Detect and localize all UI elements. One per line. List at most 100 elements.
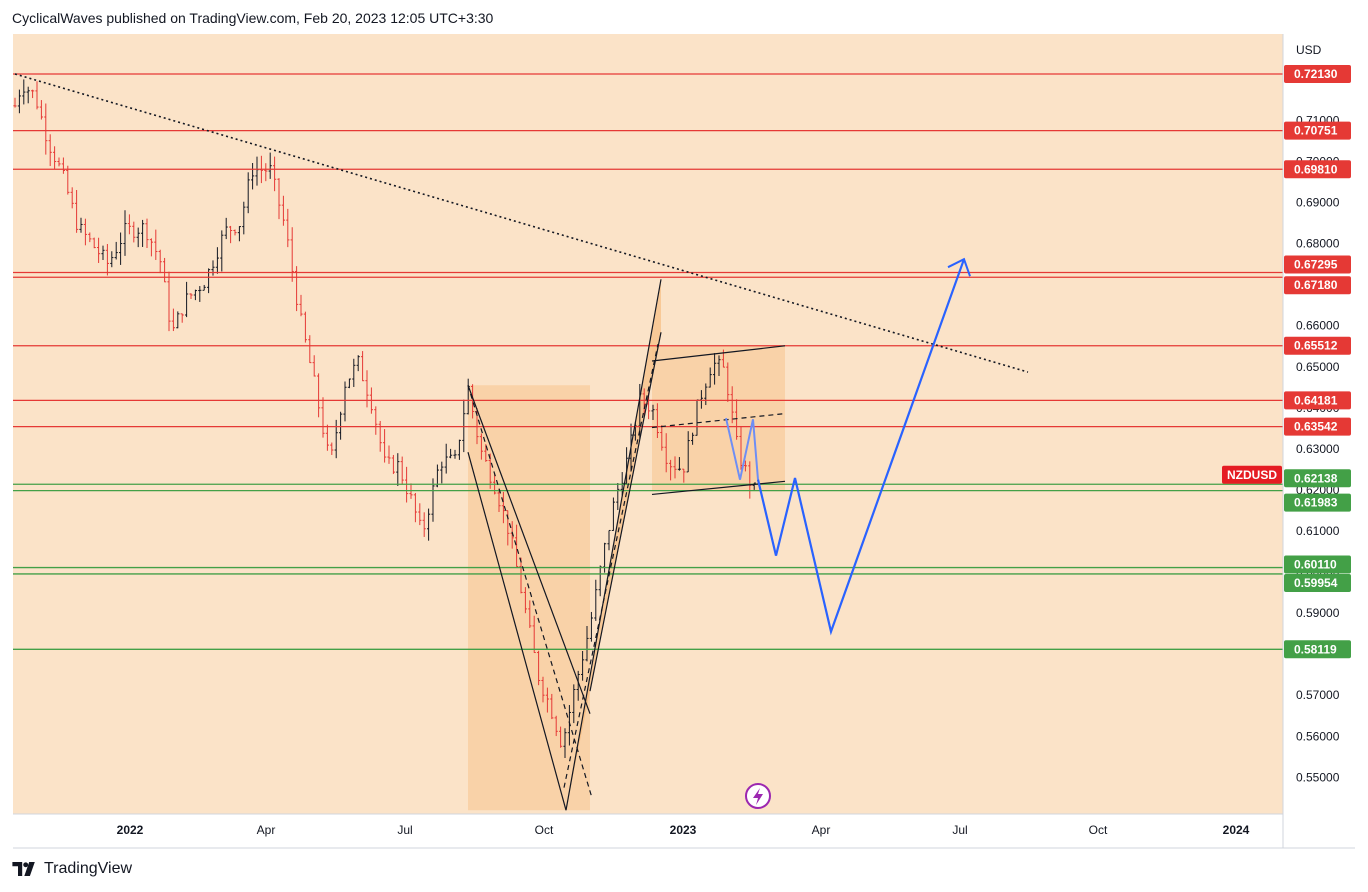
svg-text:0.60110: 0.60110 xyxy=(1294,558,1337,572)
lightning-icon[interactable] xyxy=(745,783,771,809)
candle xyxy=(660,425,664,451)
resistance-price-tag[interactable]: 0.69810 xyxy=(1284,160,1351,179)
resistance-price-tag[interactable]: 0.70751 xyxy=(1284,121,1351,140)
candle xyxy=(501,491,505,524)
publisher-line: CyclicalWaves published on TradingView.c… xyxy=(12,10,494,26)
candle xyxy=(453,449,457,459)
candle xyxy=(642,388,646,416)
symbol-tag[interactable]: NZDUSD xyxy=(1222,465,1282,484)
candle xyxy=(180,313,184,323)
candle xyxy=(154,229,158,260)
candle xyxy=(361,351,365,382)
candle xyxy=(75,190,79,233)
projection-small-zigzag[interactable] xyxy=(725,417,759,480)
candle xyxy=(79,217,83,233)
candle xyxy=(229,225,233,244)
candle xyxy=(123,210,127,256)
time-tick-label: Apr xyxy=(812,823,831,837)
candle xyxy=(83,218,87,246)
drawings xyxy=(14,73,1029,811)
candle xyxy=(48,134,52,167)
candle xyxy=(26,86,30,104)
svg-text:0.58119: 0.58119 xyxy=(1294,642,1337,656)
support-price-tag[interactable]: 0.62138 xyxy=(1284,469,1351,488)
projection-path[interactable] xyxy=(756,258,966,636)
resistance-price-tag[interactable]: 0.64181 xyxy=(1284,391,1351,410)
resistance-price-tag[interactable]: 0.65512 xyxy=(1284,336,1351,355)
candle xyxy=(53,146,57,170)
candle xyxy=(387,445,391,464)
candle xyxy=(303,311,307,343)
support-price-tag[interactable]: 0.59954 xyxy=(1284,573,1351,592)
impulse-channel-mid[interactable] xyxy=(563,344,659,788)
resistance-price-tag[interactable]: 0.63542 xyxy=(1284,417,1351,436)
projection-arrowhead xyxy=(947,257,971,277)
time-tick-label: Apr xyxy=(257,823,276,837)
candle xyxy=(532,615,536,654)
candle xyxy=(347,378,351,389)
candle xyxy=(735,399,739,440)
candle xyxy=(22,79,26,105)
candle xyxy=(145,218,149,249)
svg-text:NZDUSD: NZDUSD xyxy=(1227,468,1277,482)
candle xyxy=(651,404,655,420)
candle xyxy=(471,384,475,419)
candle xyxy=(418,503,422,526)
resistance-price-tag[interactable]: 0.72130 xyxy=(1284,65,1351,83)
time-ticks: 2022 Apr Jul Oct 2023 Apr Jul Oct 2024 xyxy=(117,823,1250,837)
candle xyxy=(246,172,250,214)
decline-channel-upper[interactable] xyxy=(467,385,591,714)
resistance-price-tag[interactable]: 0.67295 xyxy=(1284,255,1351,274)
candle xyxy=(308,335,312,364)
price-tick-label: 0.57000 xyxy=(1296,688,1340,702)
candle xyxy=(44,103,48,155)
candle xyxy=(237,226,241,242)
triangle-mid[interactable] xyxy=(651,412,786,429)
candle xyxy=(110,251,114,268)
support-price-tag[interactable]: 0.58119 xyxy=(1284,640,1351,659)
candle xyxy=(435,464,439,488)
candle xyxy=(264,163,268,182)
triangle-lower[interactable] xyxy=(651,480,786,496)
candle xyxy=(440,461,444,484)
candle xyxy=(176,311,180,329)
support-price-tag[interactable]: 0.60110 xyxy=(1284,555,1351,574)
impulse-channel-lower[interactable] xyxy=(565,279,662,811)
svg-text:0.67180: 0.67180 xyxy=(1294,278,1338,292)
candle xyxy=(374,406,378,435)
impulse-channel-upper-end[interactable] xyxy=(589,332,662,692)
candle xyxy=(365,370,369,408)
decline-channel-lower[interactable] xyxy=(467,452,567,811)
candle xyxy=(202,284,206,291)
candle xyxy=(563,728,567,759)
candle xyxy=(286,208,290,248)
candle xyxy=(686,431,690,473)
candle xyxy=(97,237,101,263)
candle xyxy=(185,281,189,318)
candle xyxy=(31,89,35,99)
candle xyxy=(457,439,461,460)
candle xyxy=(550,693,554,720)
candle xyxy=(233,229,237,236)
candle xyxy=(515,524,519,567)
price-tick-label: 0.61000 xyxy=(1296,524,1340,538)
candle xyxy=(215,247,219,274)
resistance-price-tag[interactable]: 0.67180 xyxy=(1284,276,1351,295)
support-price-tag[interactable]: 0.61983 xyxy=(1284,493,1351,512)
candle xyxy=(726,362,730,402)
candle xyxy=(92,237,96,249)
time-tick-label: 2024 xyxy=(1223,823,1250,837)
candle xyxy=(224,217,228,240)
triangle-upper[interactable] xyxy=(651,345,786,362)
candle xyxy=(594,579,598,621)
svg-text:0.61983: 0.61983 xyxy=(1294,496,1338,510)
candle xyxy=(273,156,277,192)
candle xyxy=(198,286,202,302)
downtrend-dotted-line[interactable] xyxy=(14,73,1029,373)
chart-plot-area xyxy=(13,34,1283,814)
candle xyxy=(444,443,448,474)
svg-text:0.64181: 0.64181 xyxy=(1294,393,1338,407)
candle xyxy=(312,355,316,377)
candle xyxy=(559,726,563,748)
